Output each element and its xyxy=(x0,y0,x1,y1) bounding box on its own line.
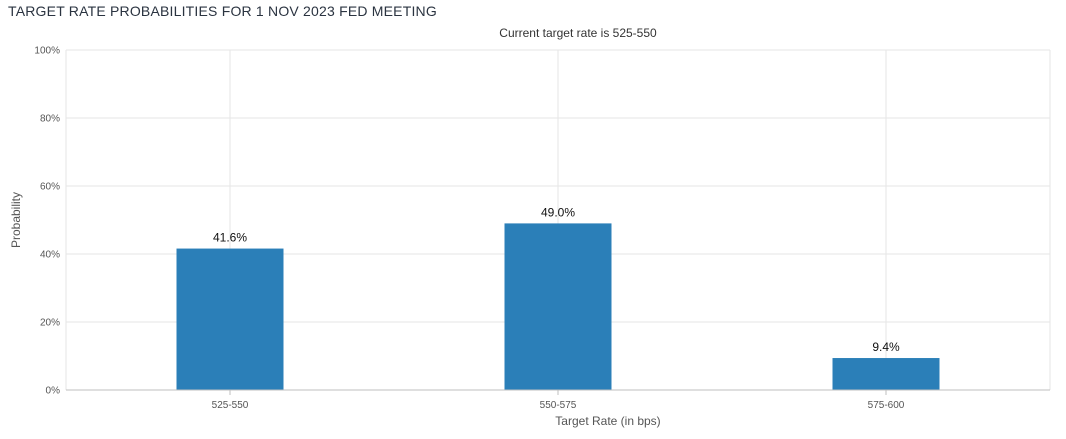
bars xyxy=(176,223,940,390)
bar-575-600[interactable] xyxy=(832,358,940,390)
y-axis-ticks: 0% 20% 40% 60% 80% 100% xyxy=(34,46,60,397)
y-tick-label: 60% xyxy=(40,182,60,193)
bar-550-575[interactable] xyxy=(504,223,612,390)
data-label-550-575: 49.0% xyxy=(541,205,575,219)
y-tick-label: 20% xyxy=(40,318,60,329)
page-title: TARGET RATE PROBABILITIES FOR 1 NOV 2023… xyxy=(8,3,437,19)
x-tick-label-550-575: 550-575 xyxy=(540,400,577,411)
x-tick-label-575-600: 575-600 xyxy=(868,400,905,411)
data-label-525-550: 41.6% xyxy=(213,231,247,245)
y-axis-title: Probability xyxy=(9,192,23,248)
y-tick-label: 100% xyxy=(34,46,60,57)
data-label-575-600: 9.4% xyxy=(872,340,900,354)
x-tick-label-525-550: 525-550 xyxy=(212,400,249,411)
chart-subtitle: Current target rate is 525-550 xyxy=(499,26,657,40)
y-tick-label: 0% xyxy=(46,386,61,397)
data-labels: 41.6% 49.0% 9.4% xyxy=(213,205,900,354)
bar-525-550[interactable] xyxy=(176,248,284,390)
y-tick-label: 40% xyxy=(40,250,60,261)
x-axis-title: Target Rate (in bps) xyxy=(555,414,660,428)
x-axis-ticks: 525-550 550-575 575-600 xyxy=(212,390,905,411)
y-tick-label: 80% xyxy=(40,114,60,125)
